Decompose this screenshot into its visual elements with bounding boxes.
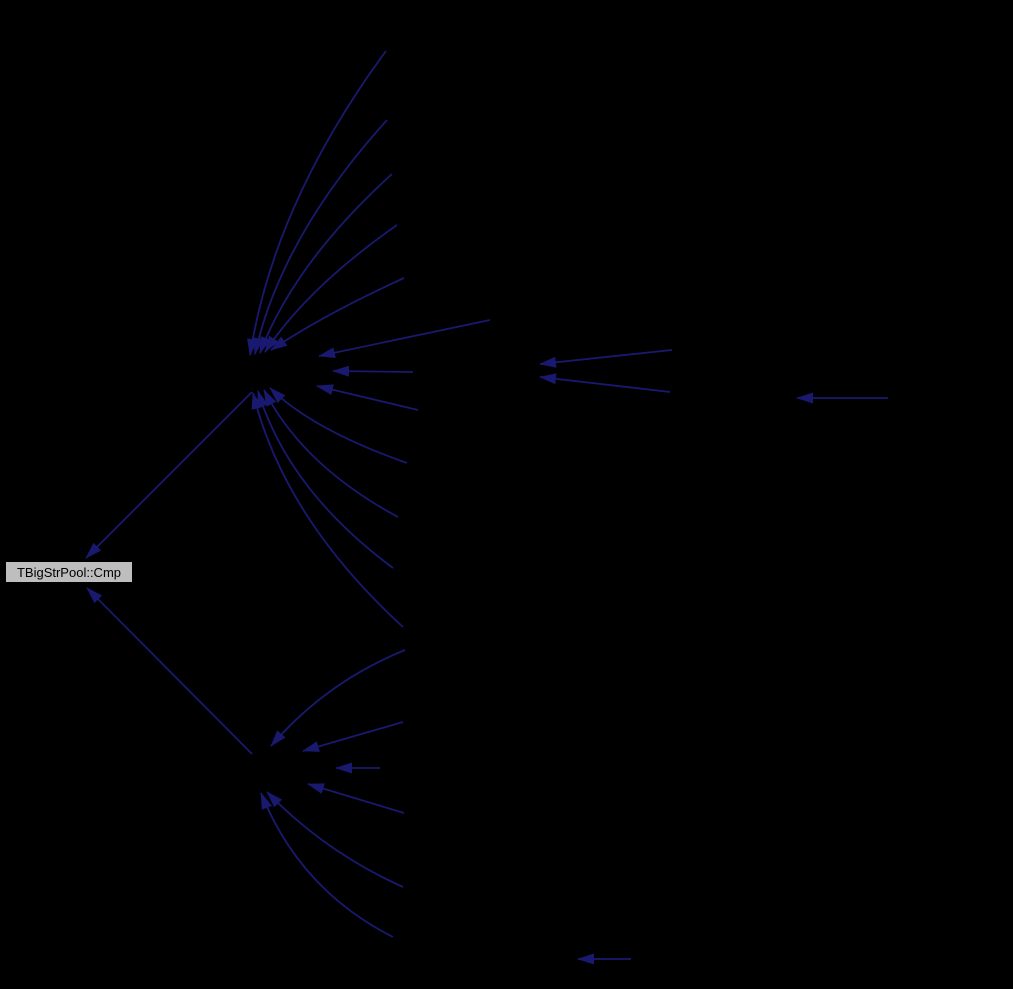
graph-edge-fan-top-1 <box>247 50 387 356</box>
graph-edge-hub1-to-cmp-box <box>85 391 253 559</box>
edge-layer <box>85 50 888 965</box>
graph-edge-fan-top-4 <box>264 224 398 353</box>
graph-edge-fan-bottom-1 <box>269 387 408 464</box>
graph-edge-hub1-diag-upper <box>318 319 491 359</box>
graph-edge-fan-bottom-4 <box>251 392 404 628</box>
graph-edge-fan-top-5 <box>270 277 405 351</box>
graph-edge-hub1-diag-lower <box>316 384 419 411</box>
graph-edge-hub2-diag-lower <box>307 783 405 814</box>
graph-edge-hub2-curve-bot-1 <box>266 791 404 888</box>
graph-edge-hub2-curve-top <box>270 649 406 747</box>
node-tbigstrpool-cmp[interactable]: TBigStrPool::Cmp <box>5 561 133 583</box>
node-label: TBigStrPool::Cmp <box>16 564 122 580</box>
graph-edge-hub2-to-cmp-box <box>86 587 253 755</box>
graph-edge-hub2-curve-bot-2 <box>260 792 394 938</box>
graph-edge-fan-bottom-2 <box>263 389 399 518</box>
graph-edge-fan-top-3 <box>259 173 393 354</box>
graph-edge-hub2-diag-upper <box>302 721 404 752</box>
graph-edge-fan-bottom-3 <box>257 390 394 569</box>
graph-edge-mid-right-upper <box>539 349 673 368</box>
graph-edge-hub1-horizontal <box>332 365 414 377</box>
graph-edge-fan-top-2 <box>253 119 388 355</box>
graph-edge-mid-right-lower <box>539 373 671 393</box>
